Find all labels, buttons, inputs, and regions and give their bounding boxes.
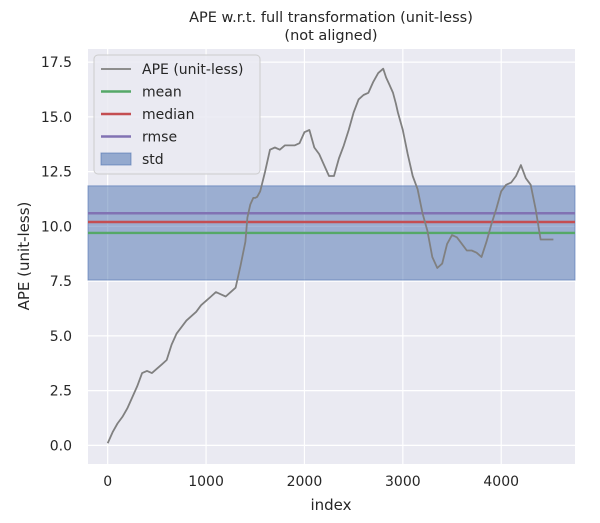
legend-label: median [142, 107, 194, 123]
chart-subtitle: (not aligned) [284, 28, 377, 44]
statistic-lines [88, 212, 575, 235]
x-tick-label: 4000 [483, 474, 519, 490]
ape-line [106, 67, 554, 444]
y-axis-label: APE (unit-less) [15, 202, 33, 311]
x-tick-label: 0 [103, 474, 112, 490]
legend-swatch-std [100, 152, 132, 166]
ape-series-layer [106, 67, 554, 444]
legend-label: mean [142, 85, 182, 101]
legend: APE (unit-less) mean median rmse std [93, 54, 261, 175]
legend-label: rmse [142, 130, 177, 146]
legend-items: APE (unit-less) mean median rmse std [100, 62, 244, 168]
x-tick-label: 3000 [385, 474, 421, 490]
legend-box [93, 54, 261, 175]
y-tick-label: 7.5 [50, 274, 72, 290]
y-tick-label: 2.5 [50, 384, 72, 400]
y-tick-label: 17.5 [41, 55, 72, 71]
y-tick-label: 0.0 [50, 438, 72, 454]
y-tick-label: 15.0 [41, 110, 72, 126]
x-tick-label: 1000 [188, 474, 224, 490]
tick-labels: 0 1000 2000 3000 4000 0.0 2.5 5.0 7.5 10.0 12.5 15.… [41, 55, 519, 490]
x-tick-label: 2000 [287, 474, 323, 490]
y-tick-label: 10.0 [41, 219, 72, 235]
legend-label: std [142, 152, 164, 168]
chart-title: APE w.r.t. full transformation (unit-les… [189, 10, 473, 26]
y-tick-label: 5.0 [50, 329, 72, 345]
y-tick-label: 12.5 [41, 165, 72, 181]
legend-label: APE (unit-less) [142, 62, 244, 78]
x-axis-label: index [310, 496, 351, 514]
